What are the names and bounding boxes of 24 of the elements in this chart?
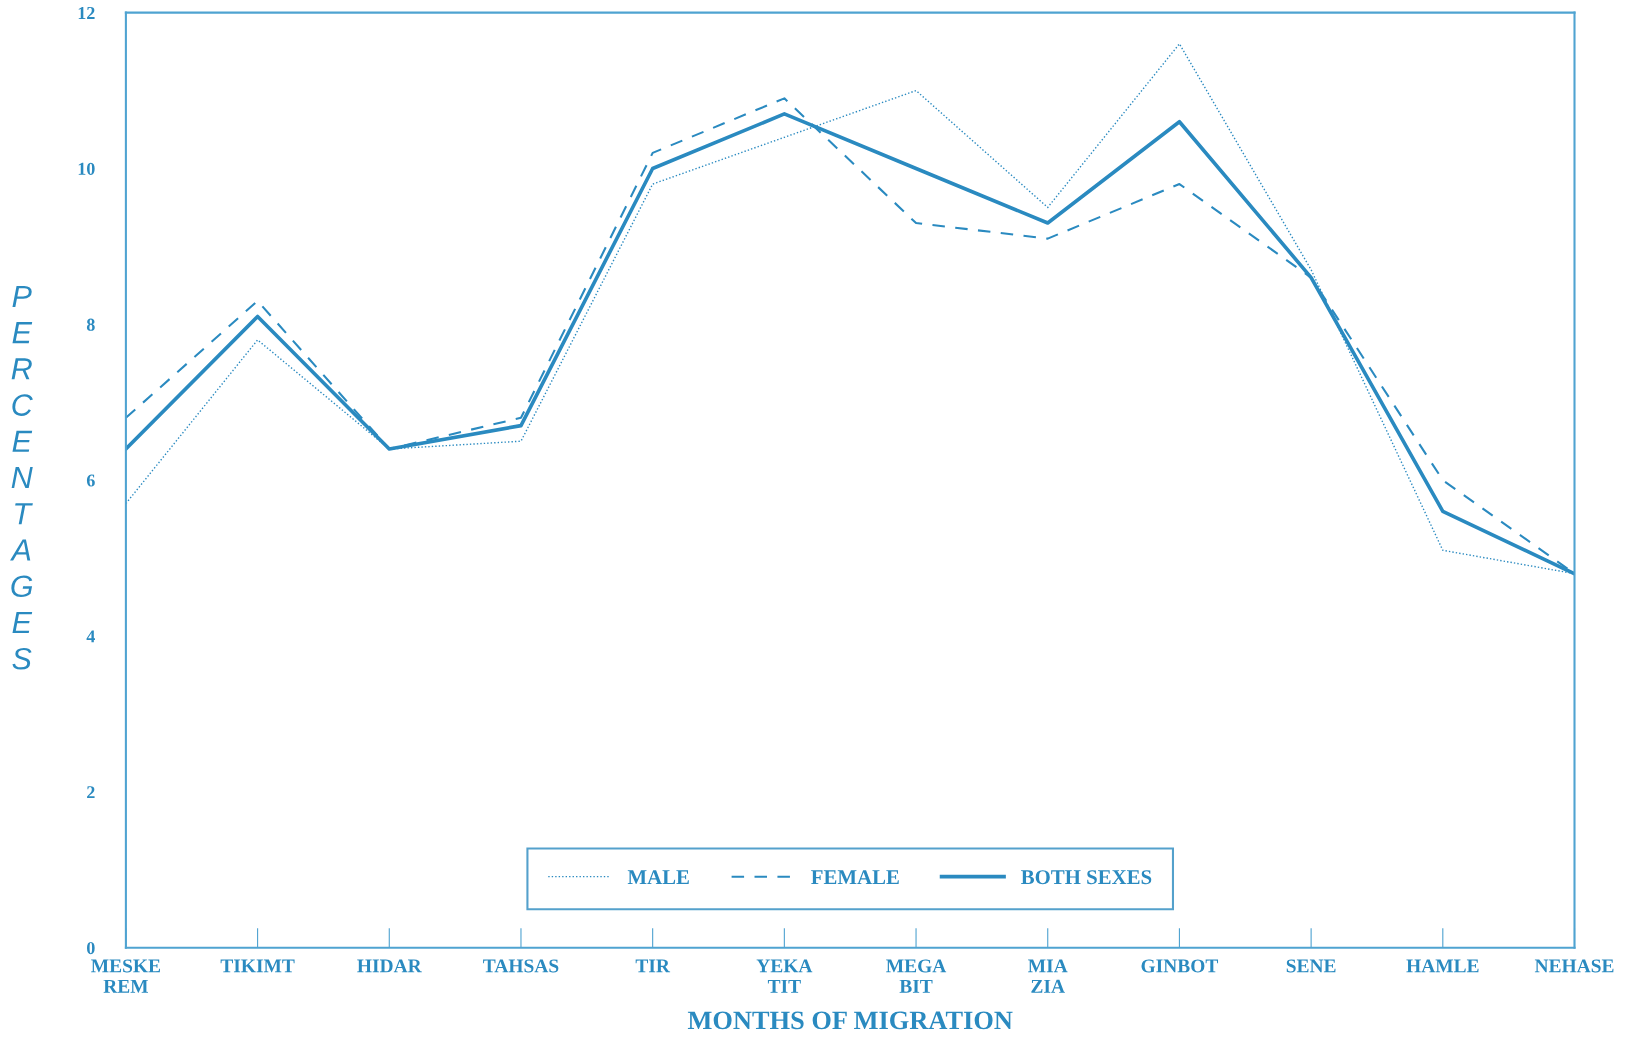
x-tick-label: SENE [1286,959,1336,973]
x-tick-label: GINBOT [1141,959,1219,973]
x-tick-label: MESKE REM [91,959,161,993]
y-tick-label: 4 [86,630,95,643]
y-tick-label: 12 [78,6,95,19]
legend-label: FEMALE [811,870,899,884]
x-axis-title: MONTHS OF MIGRATION [687,1011,1013,1030]
y-tick-label: 0 [87,941,95,955]
x-tick-label: TAHSAS [483,959,559,973]
x-tick-label: TIR [635,959,671,973]
x-tick-label: HIDAR [357,959,422,973]
y-tick-label: 10 [78,162,95,175]
x-tick-label: MEGA BIT [886,959,947,993]
x-tick-label: MIA ZIA [1028,959,1068,993]
text: PERCENTAGES [10,285,33,670]
legend-label: MALE [627,870,689,884]
legend-label: BOTH SEXES [1021,870,1152,885]
x-tick-label: NEHASE [1534,959,1614,973]
y-tick-label: 2 [87,786,95,799]
y-tick-label: 8 [86,318,95,331]
y-tick-label: 6 [86,474,95,487]
x-tick-label: HAMLE [1406,959,1479,973]
x-tick-label: TIKIMT [220,959,295,973]
x-tick-label: YEKA TIT [756,959,813,993]
